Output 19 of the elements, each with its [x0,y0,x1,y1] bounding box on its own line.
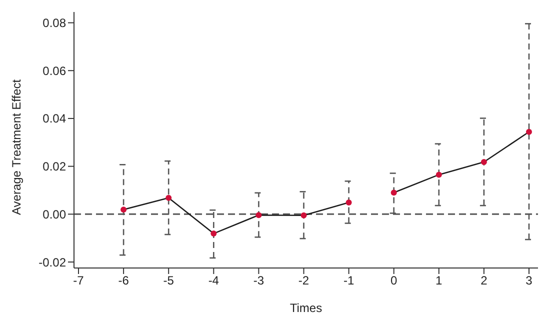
x-tick-label: -1 [343,274,354,288]
x-tick-label: 2 [480,274,488,288]
x-tick-label: -7 [73,274,84,288]
x-axis-title: Times [290,301,322,315]
x-tick-label: -3 [253,274,264,288]
x-tick-label: 3 [526,274,533,288]
x-tick-label: -2 [298,274,310,288]
y-tick-label: 0.00 [42,207,66,222]
y-axis-title: Average Treatment Effect [9,78,24,215]
x-tick-label: 1 [436,274,443,288]
y-tick-label: 0.08 [42,16,66,30]
x-tick-label: -6 [118,274,130,288]
x-tick-label: -5 [163,274,174,288]
x-tick-label: -4 [208,274,220,288]
x-tick-label: 0 [390,274,398,288]
y-tick-label: 0.02 [42,160,66,174]
y-tick-label: -0.02 [38,255,66,270]
y-tick-label: 0.04 [42,112,66,126]
y-tick-label: 0.06 [42,64,66,78]
